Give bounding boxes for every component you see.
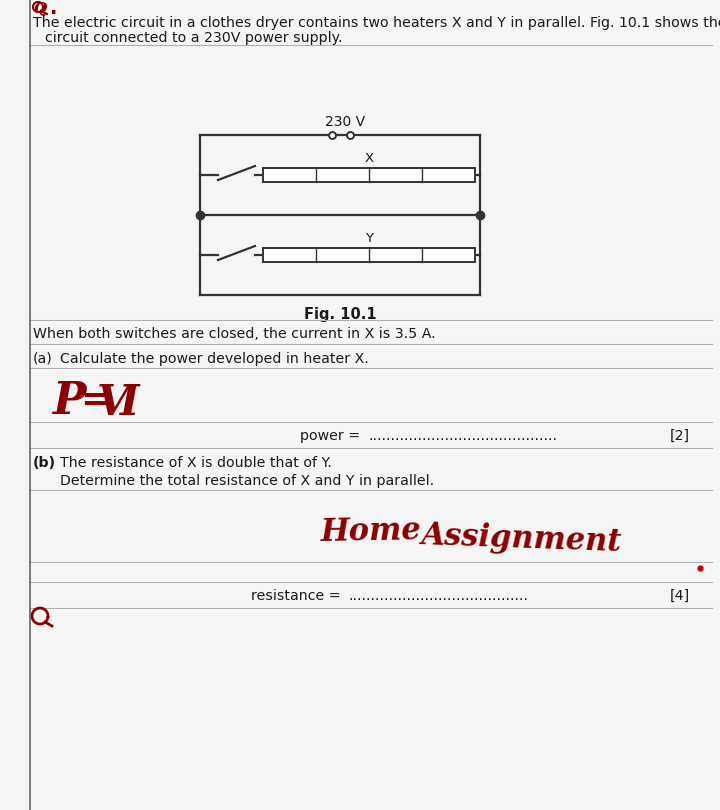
Text: X: X	[364, 152, 374, 165]
Text: Home: Home	[320, 515, 421, 548]
Text: (a): (a)	[33, 352, 53, 366]
Text: 𝐐ᵇ: 𝐐ᵇ	[33, 2, 49, 17]
Text: =: =	[80, 383, 110, 417]
Text: P: P	[52, 380, 86, 423]
Bar	[263, 168, 475, 182]
Text: When both switches are closed, the current in X is 3.5 A.: When both switches are closed, the curre…	[33, 327, 436, 341]
Text: power =: power =	[300, 429, 365, 443]
Text: I: I	[120, 382, 140, 424]
Bar	[263, 248, 475, 262]
Text: circuit connected to a 230V power supply.: circuit connected to a 230V power supply…	[45, 31, 343, 45]
Text: Assignment: Assignment	[420, 520, 622, 558]
Text: The electric circuit in a clothes dryer contains two heaters X and Y in parallel: The electric circuit in a clothes dryer …	[33, 16, 720, 30]
Text: ·: ·	[50, 4, 58, 23]
Text: Fig. 10.1: Fig. 10.1	[304, 307, 377, 322]
Text: [2]: [2]	[670, 429, 690, 443]
Text: Determine the total resistance of X and Y in parallel.: Determine the total resistance of X and …	[60, 474, 434, 488]
Text: resistance =: resistance =	[251, 589, 345, 603]
Text: Calculate the power developed in heater X.: Calculate the power developed in heater …	[60, 352, 369, 366]
Text: ........................................: ........................................	[348, 589, 528, 603]
Text: 230 V: 230 V	[325, 115, 365, 129]
Text: Q: Q	[33, 2, 46, 16]
Text: [4]: [4]	[670, 589, 690, 603]
Text: (b): (b)	[33, 456, 56, 470]
Text: V: V	[97, 382, 130, 424]
Text: ..........................................: ........................................…	[368, 429, 557, 443]
Text: Y: Y	[365, 232, 373, 245]
Text: The resistance of X is double that of Y.: The resistance of X is double that of Y.	[60, 456, 332, 470]
